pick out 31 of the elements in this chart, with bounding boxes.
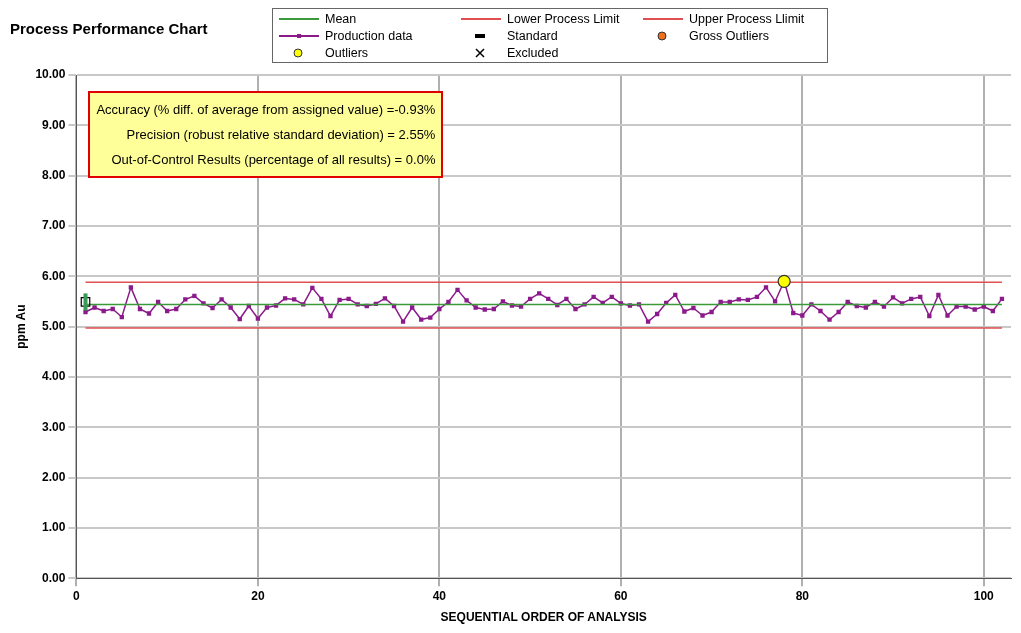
- x-tick-label: 100: [973, 588, 995, 603]
- annotation: Precision (robust relative standard deviation) = 2.55%: [125, 126, 436, 144]
- x-tick-label: 40: [432, 588, 447, 603]
- x-tick-label: 0: [73, 588, 81, 603]
- y-tick-label: 5.00: [42, 318, 66, 333]
- y-tick-label: 0.00: [42, 570, 66, 585]
- legend-label: Outliers: [325, 45, 369, 60]
- y-tick-label: 8.00: [42, 167, 66, 182]
- x-tick-label: 60: [614, 588, 628, 603]
- legend-label: Mean: [325, 11, 357, 26]
- annotation: Accuracy (% diff. of average from assigned value) =-0.93%: [96, 101, 436, 119]
- x-tick-label: 20: [251, 588, 265, 603]
- y-tick-label: 2.00: [42, 469, 66, 484]
- legend-label: Gross Outliers: [689, 28, 769, 43]
- legend-label: Lower Process Limit: [507, 11, 620, 26]
- y-tick-label: 10.00: [35, 67, 66, 82]
- y-tick-label: 4.00: [42, 369, 66, 384]
- y-tick-label: 9.00: [42, 117, 66, 132]
- y-tick-label: 6.00: [42, 268, 66, 283]
- y-tick-label: 3.00: [42, 419, 66, 434]
- annotation: Out-of-Control Results (percentage of all results) = 0.0%: [110, 151, 436, 169]
- chart-title: Process Performance Chart: [10, 20, 208, 37]
- legend-label: Excluded: [507, 45, 559, 60]
- y-tick-label: 1.00: [42, 520, 66, 535]
- legend-label: Standard: [507, 28, 558, 43]
- x-tick-label: 80: [795, 588, 810, 603]
- x-axis-title: SEQUENTIAL ORDER OF ANALYSIS: [440, 610, 647, 625]
- legend-label: Upper Process Llimit: [689, 11, 805, 26]
- y-axis-title: ppm Au: [13, 304, 28, 349]
- legend-label: Production data: [325, 28, 413, 43]
- y-tick-label: 7.00: [42, 218, 66, 233]
